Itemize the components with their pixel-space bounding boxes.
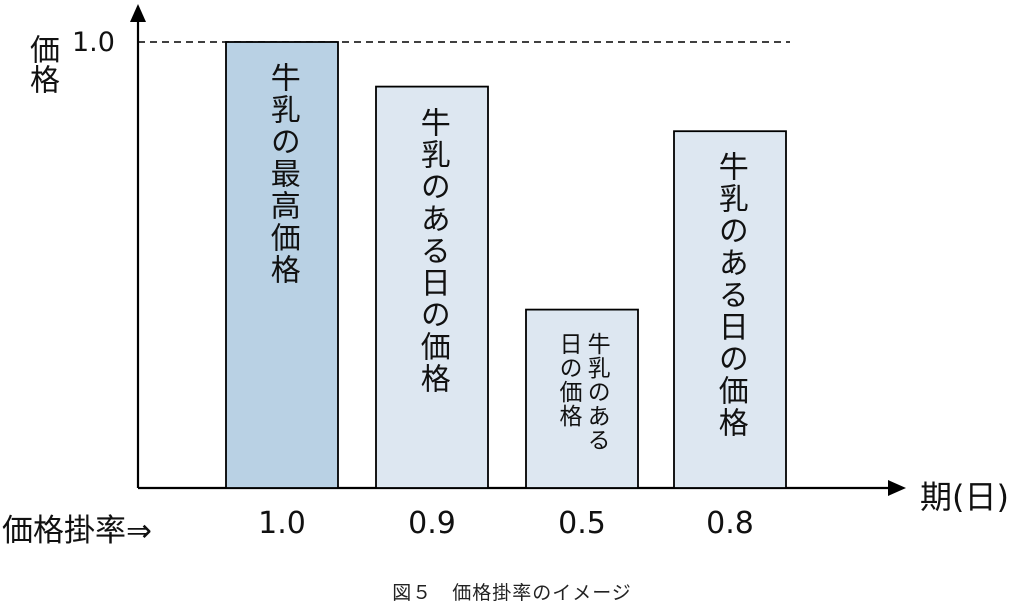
rate-label-1: 1.0 — [258, 506, 306, 541]
x-axis-title: 期(日) — [920, 478, 1009, 516]
y-tick-label: 1.0 — [72, 27, 115, 58]
bar-label-line: 日の価格 — [555, 331, 581, 428]
bar-2 — [375, 85, 489, 489]
bar-label-4: 牛乳のある日の価格 — [674, 151, 786, 478]
bars — [225, 41, 787, 489]
bar-label-2: 牛乳のある日の価格 — [376, 107, 488, 478]
bar-label-line: 牛乳のある日の価格 — [712, 151, 748, 440]
rate-row-label: 価格掛率⇒ — [2, 513, 152, 549]
rate-label-4: 0.8 — [706, 506, 754, 541]
y-axis-title: 価格 — [24, 34, 59, 94]
bar-4 — [673, 130, 787, 489]
figure-caption: 図５ 価格掛率のイメージ — [392, 582, 632, 604]
x-axis-arrow — [888, 480, 906, 496]
rate-label-3: 0.5 — [558, 506, 606, 541]
bar-label-line: 牛乳の最高価格 — [264, 62, 300, 286]
bar-label-3: 牛乳のある 日の価格 — [526, 332, 638, 480]
rate-label-2: 0.9 — [408, 506, 456, 541]
bar-label-1: 牛乳の最高価格 — [226, 62, 338, 478]
y-axis-arrow — [130, 4, 146, 22]
bar-label-line: 牛乳のある — [583, 331, 610, 452]
bar-label-line: 牛乳のある日の価格 — [414, 106, 450, 395]
bar-1 — [225, 41, 339, 489]
bar-3 — [525, 308, 639, 489]
